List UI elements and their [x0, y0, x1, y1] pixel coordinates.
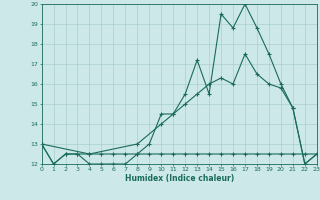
X-axis label: Humidex (Indice chaleur): Humidex (Indice chaleur) [124, 174, 234, 183]
